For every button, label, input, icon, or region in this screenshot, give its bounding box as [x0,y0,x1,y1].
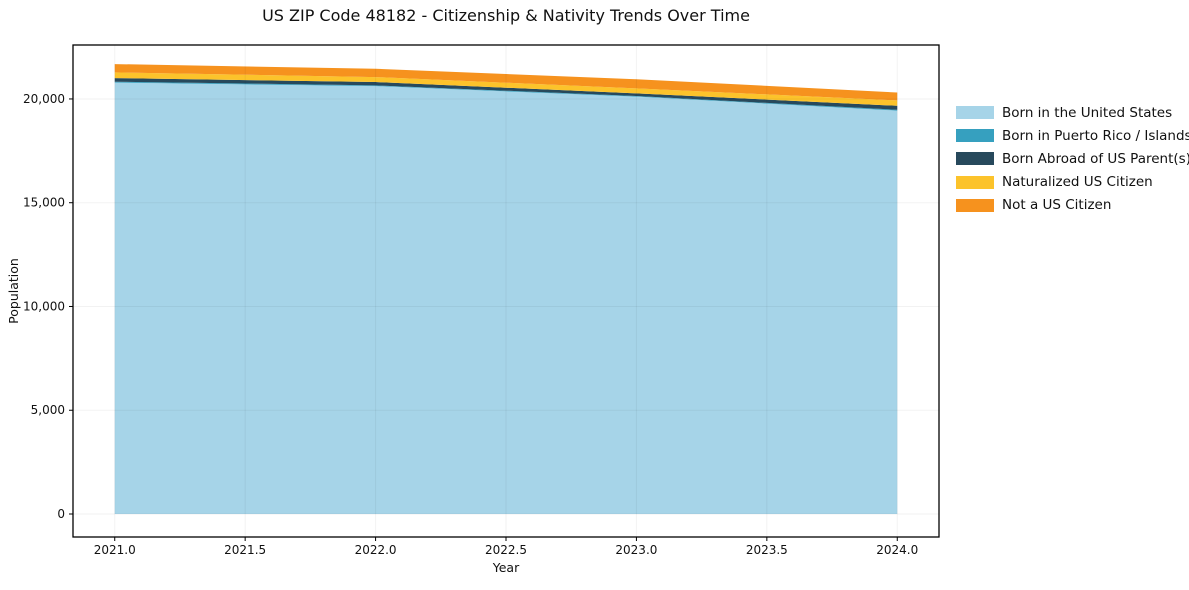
legend-label: Not a US Citizen [1002,197,1112,214]
x-tick-label: 2023.0 [615,543,657,557]
legend-item-3: Naturalized US Citizen [956,171,1189,194]
legend-swatch-icon [956,152,994,166]
x-tick-label: 2024.0 [876,543,918,557]
legend-swatch-icon [956,198,994,212]
legend-label: Born Abroad of US Parent(s) [1002,150,1189,167]
y-tick-label: 0 [57,507,65,521]
area-series-4 [114,64,898,101]
x-tick-label: 2021.5 [224,543,266,557]
x-tick-label: 2021.0 [94,543,136,557]
area-series-3 [114,72,898,106]
legend-label: Born in the United States [1002,104,1173,121]
legend-label: Naturalized US Citizen [1002,174,1153,191]
legend-item-1: Born in Puerto Rico / Islands [956,124,1189,147]
y-axis-label: Population [6,258,21,324]
y-tick-label: 20,000 [23,92,65,106]
x-tick-label: 2023.5 [746,543,788,557]
legend-swatch-icon [956,175,994,189]
y-tick-label: 15,000 [23,196,65,210]
area-series-0 [114,82,898,515]
legend-swatch-icon [956,129,994,143]
x-tick-label: 2022.0 [355,543,397,557]
x-axis-label: Year [492,560,520,575]
legend-item-0: Born in the United States [956,101,1189,124]
legend: Born in the United States Born in Puerto … [956,101,1189,217]
x-tick-label: 2022.5 [485,543,527,557]
chart-title: US ZIP Code 48182 - Citizenship & Nativi… [262,6,750,25]
area-series-2 [114,78,898,110]
y-tick-label: 5,000 [31,403,65,417]
legend-label: Born in Puerto Rico / Islands [1002,127,1189,144]
legend-swatch-icon [956,106,994,120]
y-tick-label: 10,000 [23,299,65,313]
legend-item-2: Born Abroad of US Parent(s) [956,147,1189,170]
legend-item-4: Not a US Citizen [956,194,1189,217]
